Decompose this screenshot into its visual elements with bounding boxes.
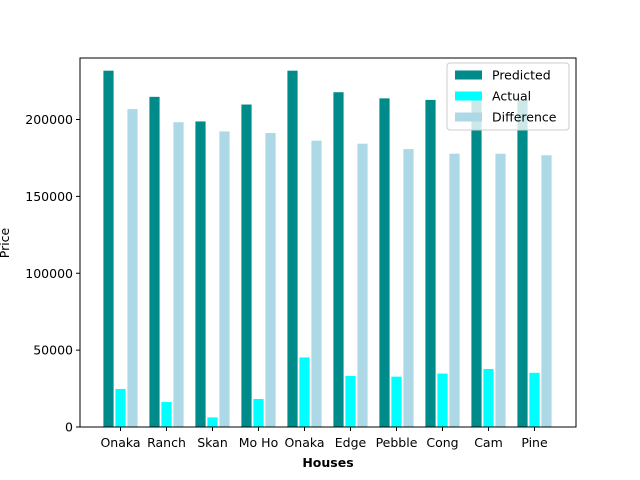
legend-label-difference: Difference <box>492 110 557 125</box>
x-tick-label: Pine <box>521 435 548 450</box>
bar-actual-6 <box>390 375 403 428</box>
bar-difference-0 <box>126 108 139 428</box>
legend-label-actual: Actual <box>492 89 531 104</box>
x-tick-label: Skan <box>197 435 228 450</box>
bar-actual-8 <box>482 368 495 428</box>
bar-predicted-4 <box>286 69 299 428</box>
bar-predicted-5 <box>332 91 345 428</box>
bar-actual-3 <box>252 398 265 428</box>
bar-predicted-7 <box>424 99 437 428</box>
bar-difference-5 <box>356 142 369 428</box>
legend-swatch-actual <box>455 91 482 101</box>
plot-frame <box>79 57 577 428</box>
bar-predicted-9 <box>516 99 529 428</box>
bar-predicted-0 <box>102 69 115 428</box>
x-axis-label: Houses <box>302 455 353 470</box>
bar-difference-9 <box>540 154 553 428</box>
x-tick-label: Edge <box>335 435 367 450</box>
legend-swatch-difference <box>455 112 482 122</box>
y-axis: 0 50000 100000 150000 200000 <box>25 112 80 435</box>
x-tick-label: Onaka <box>284 435 324 450</box>
legend-swatch-predicted <box>455 70 482 80</box>
x-axis: Onaka Ranch Skan Mo Ho Onaka Edge Pebble Cong Ca… <box>100 427 548 450</box>
y-tick-label: 50000 <box>33 343 73 358</box>
y-tick-label: 0 <box>65 420 73 435</box>
bar-difference-7 <box>448 152 461 428</box>
x-tick-label: Onaka <box>100 435 140 450</box>
y-tick-label: 150000 <box>25 189 73 204</box>
bar-actual-5 <box>344 375 357 428</box>
bar-difference-2 <box>218 130 231 428</box>
bar-actual-0 <box>114 388 127 428</box>
bars-group <box>102 69 553 428</box>
bar-predicted-3 <box>240 103 253 428</box>
y-axis-label: Price <box>0 227 12 258</box>
legend: Predicted Actual Difference <box>446 62 570 131</box>
bar-predicted-2 <box>194 120 207 428</box>
bar-difference-6 <box>402 148 415 428</box>
bar-difference-8 <box>494 152 507 428</box>
x-tick-label: Pebble <box>376 435 418 450</box>
bar-difference-4 <box>310 139 323 428</box>
legend-label-predicted: Predicted <box>492 68 551 83</box>
x-tick-label: Ranch <box>147 435 186 450</box>
y-tick-label: 200000 <box>25 112 73 127</box>
bar-predicted-8 <box>470 94 483 428</box>
bar-difference-1 <box>172 121 185 428</box>
bar-actual-1 <box>160 401 173 428</box>
bar-actual-7 <box>436 372 449 428</box>
bar-actual-2 <box>206 416 219 428</box>
x-tick-label: Mo Ho <box>239 435 278 450</box>
bar-actual-4 <box>298 356 311 428</box>
y-tick-label: 100000 <box>25 266 73 281</box>
bar-predicted-6 <box>378 97 391 428</box>
x-tick-label: Cong <box>426 435 458 450</box>
bar-actual-9 <box>528 372 541 428</box>
x-tick-label: Cam <box>474 435 503 450</box>
bar-difference-3 <box>264 132 277 428</box>
bar-predicted-1 <box>148 96 161 428</box>
